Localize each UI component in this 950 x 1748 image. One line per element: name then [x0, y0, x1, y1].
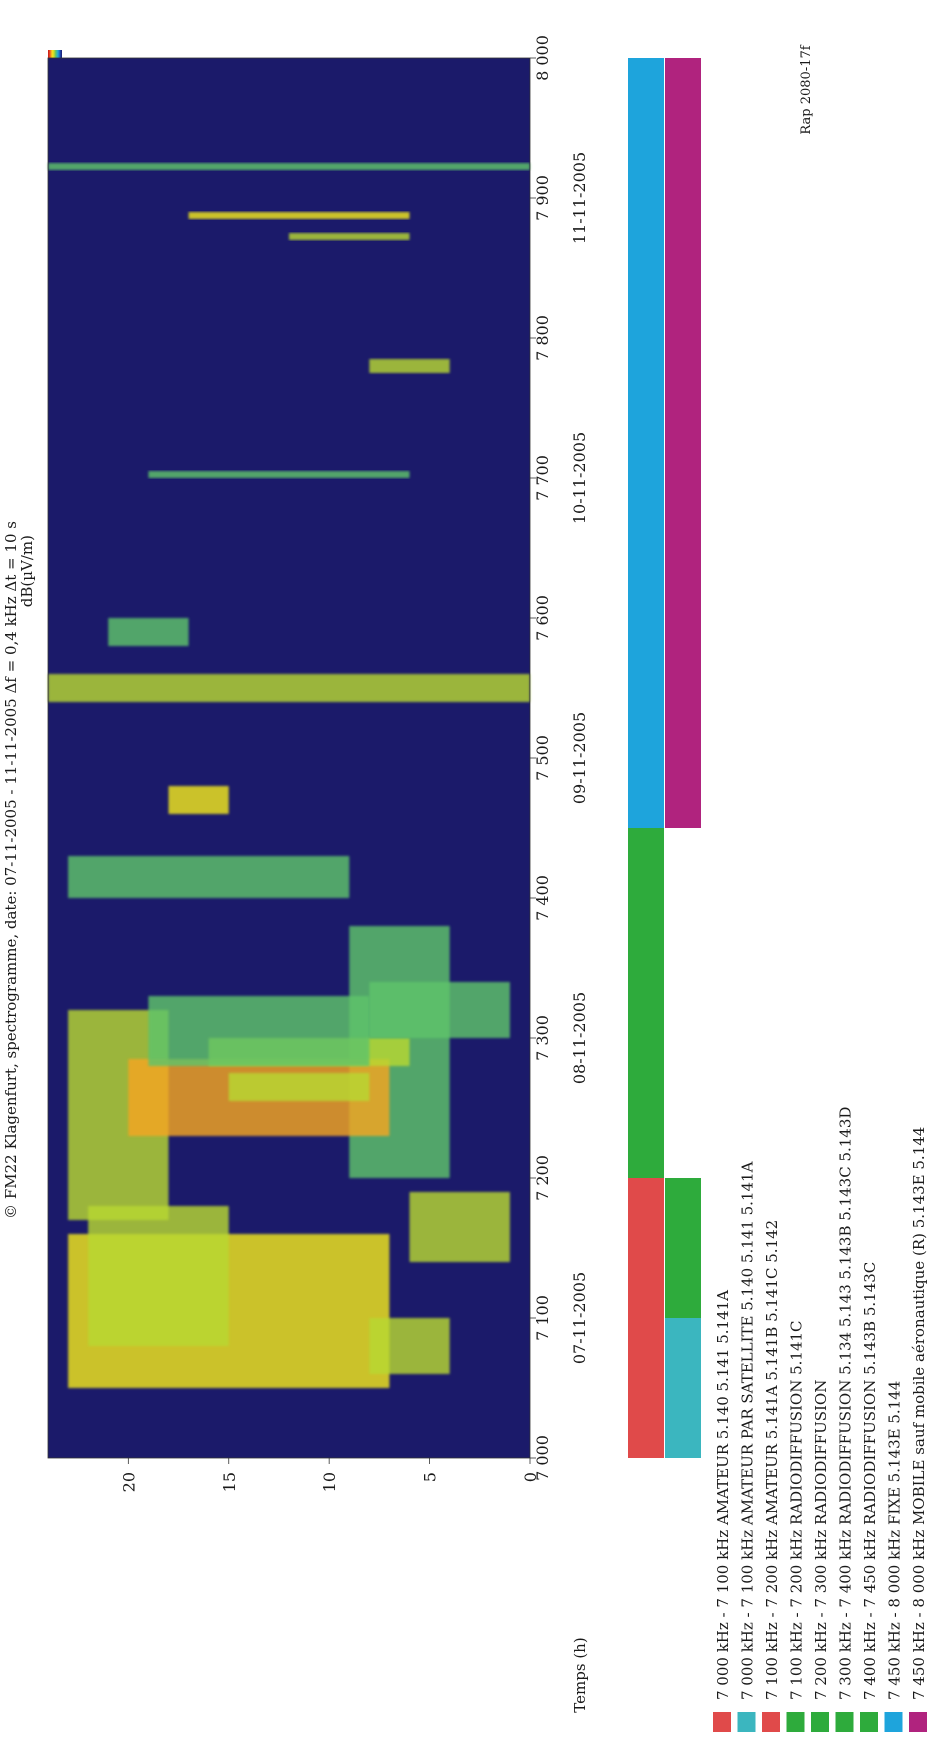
signal-region: [148, 996, 370, 1066]
signal-region: [68, 856, 350, 898]
time-ticks: 0 5 10 15 20: [119, 1458, 540, 1492]
signal-region: [289, 233, 410, 240]
y-tick-label: 15: [220, 1472, 239, 1492]
legend-label: 7 450 kHz - 8 000 kHz FIXE 5.143E 5.144: [886, 1381, 904, 1700]
x-tick-label: 7 800: [533, 315, 552, 361]
signal-region: [108, 618, 189, 646]
allocation-segment: [628, 58, 664, 828]
legend-label: 7 100 kHz - 7 200 kHz RADIODIFFUSION 5.1…: [788, 1320, 806, 1700]
x-tick-label: 7 000: [533, 1435, 552, 1481]
x-tick-label: 7 500: [533, 735, 552, 781]
date-label: 10-11-2005: [570, 432, 589, 524]
legend-label: 7 000 kHz - 7 100 kHz AMATEUR PAR SATELL…: [739, 1161, 757, 1700]
legend-label: 7 300 kHz - 7 400 kHz RADIODIFFUSION 5.1…: [837, 1107, 855, 1700]
colorbar-label: dB(µV/m): [18, 535, 36, 607]
signal-region: [88, 1206, 229, 1346]
x-tick-label: 7 600: [533, 595, 552, 641]
date-label: 07-11-2005: [570, 1272, 589, 1364]
x-tick-label: 7 100: [533, 1295, 552, 1341]
signal-region: [148, 471, 410, 478]
allocation-segment: [628, 1178, 664, 1458]
legend-label: 7 450 kHz - 8 000 kHz MOBILE sauf mobile…: [910, 1127, 928, 1700]
signal-region: [369, 359, 450, 373]
frequency-ticks: 7 000 7 100 7 200 7 300 7 400 7 500 7 600 7 700…: [530, 35, 552, 1481]
spectrogram-signals: [48, 163, 530, 1388]
signal-region: [369, 1318, 450, 1374]
allocation-segment: [628, 828, 664, 1178]
date-label: 11-11-2005: [570, 152, 589, 244]
x-tick-label: 7 300: [533, 1015, 552, 1061]
legend-label: 7 200 kHz - 7 300 kHz RADIODIFFUSION: [812, 1380, 830, 1700]
figure-reference: Rap 2080-17f: [799, 44, 814, 134]
legend-swatch: [909, 1712, 927, 1732]
x-tick-label: 7 700: [533, 455, 552, 501]
signal-region: [48, 163, 530, 170]
y-tick-label: 5: [421, 1472, 440, 1482]
allocation-segment: [665, 1178, 701, 1318]
allocation-segment: [665, 1318, 701, 1458]
y-tick-label: 0: [521, 1472, 540, 1482]
legend-swatch: [762, 1712, 780, 1732]
y-axis-title: Temps (h): [571, 1637, 589, 1712]
date-labels: 07-11-2005 08-11-2005 09-11-2005 10-11-2005…: [570, 152, 589, 1364]
x-tick-label: 8 000: [533, 35, 552, 81]
legend-swatch: [860, 1712, 878, 1732]
legend-swatch: [786, 1712, 805, 1732]
legend-swatch: [884, 1712, 903, 1732]
signal-region: [188, 212, 410, 219]
x-tick-label: 7 200: [533, 1155, 552, 1201]
chart-title: © FM22 Klagenfurt, spectrogramme, date: …: [2, 521, 20, 1219]
spectrogram-plot: [47, 57, 531, 1459]
allocation-bars: [628, 58, 701, 1458]
date-label: 08-11-2005: [570, 992, 589, 1084]
signal-region: [48, 674, 530, 702]
date-label: 09-11-2005: [570, 712, 589, 804]
legend-swatch: [835, 1712, 854, 1732]
y-tick-label: 20: [119, 1472, 138, 1492]
signal-region: [168, 786, 229, 814]
signal-region: [228, 1073, 370, 1101]
legend-label: 7 400 kHz - 7 450 kHz RADIODIFFUSION 5.1…: [861, 1262, 879, 1700]
signal-region: [409, 1192, 510, 1262]
allocation-segment: [665, 58, 701, 828]
x-tick-label: 7 400: [533, 875, 552, 921]
signal-region: [369, 982, 510, 1038]
x-tick-label: 7 900: [533, 175, 552, 221]
legend-swatch: [811, 1712, 829, 1732]
legend-swatch: [713, 1712, 731, 1732]
legend-label: 7 100 kHz - 7 200 kHz AMATEUR 5.141A 5.1…: [763, 1220, 781, 1700]
legend-swatch: [737, 1712, 756, 1732]
legend-label: 7 000 kHz - 7 100 kHz AMATEUR 5.140 5.14…: [714, 1290, 732, 1700]
y-tick-label: 10: [320, 1472, 339, 1492]
legend: 7 000 kHz - 7 100 kHz AMATEUR 5.140 5.14…: [713, 1107, 928, 1732]
